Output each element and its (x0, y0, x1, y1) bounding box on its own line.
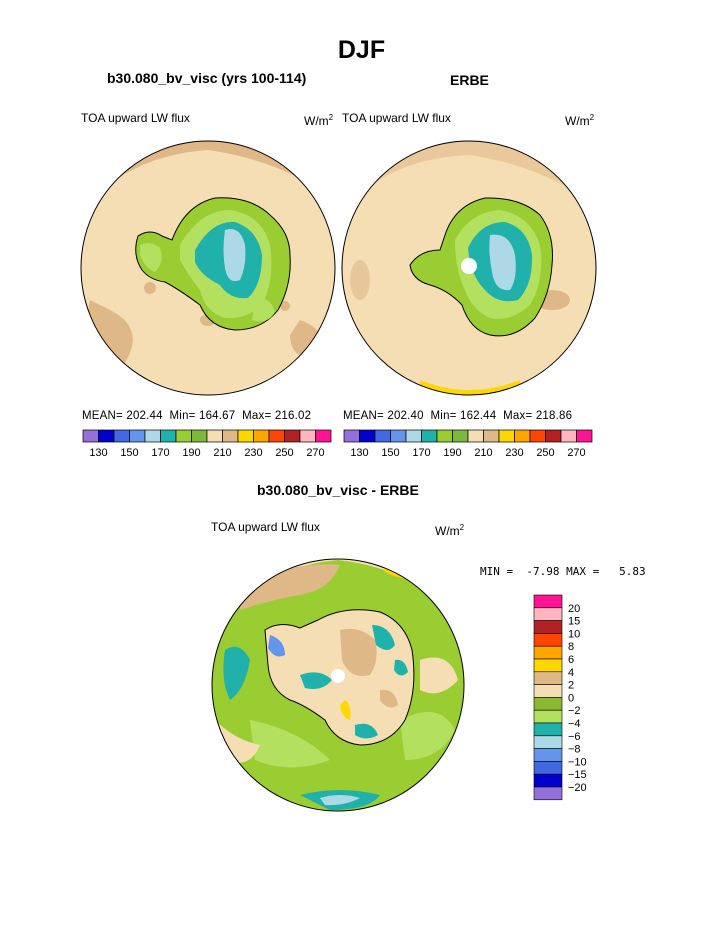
colorbar-swatch (533, 658, 563, 673)
colorbar-swatch (533, 645, 563, 660)
left-units-label: W/m2 (304, 113, 334, 128)
colorbar-swatch (374, 429, 391, 443)
colorbar-tick-label: 2 (568, 680, 574, 692)
colorbar-swatch (144, 429, 161, 443)
right-stats: MEAN= 202.40 Min= 162.44 Max= 218.86 (343, 410, 573, 422)
colorbar-swatch (421, 429, 438, 443)
colorbar-tick-label: 190 (182, 447, 200, 459)
colorbar-swatch (284, 429, 301, 443)
colorbar-tick-label: 170 (412, 447, 430, 459)
erbe-polar-map (341, 140, 597, 396)
colorbar-swatch (436, 429, 453, 443)
model-polar-map (80, 140, 336, 396)
colorbar-swatch (533, 786, 563, 801)
left-stats: MEAN= 202.44 Min= 164.67 Max= 216.02 (82, 410, 312, 422)
colorbar-swatch (268, 429, 285, 443)
colorbar-tick-label: −10 (568, 756, 587, 768)
colorbar-tick-label: −20 (568, 782, 587, 794)
colorbar-tick-label: 20 (568, 603, 580, 615)
colorbar-tick-label: 270 (306, 447, 324, 459)
colorbar-tick-label: 150 (120, 447, 138, 459)
colorbar-swatch (533, 761, 563, 775)
colorbar-swatch (533, 607, 563, 621)
right-panel-heading: ERBE (450, 72, 489, 88)
right-colorbar: 130 150 170 190 210 230 250 270 (343, 429, 593, 459)
colorbar-swatch (299, 429, 316, 443)
colorbar-tick-label: 210 (474, 447, 492, 459)
diff-heading: b30.080_bv_visc - ERBE (257, 482, 419, 498)
colorbar-swatch (533, 620, 563, 634)
colorbar-swatch (405, 429, 422, 443)
difference-polar-map (211, 558, 465, 812)
diff-minmax: MIN = -7.98 MAX = 5.83 (480, 565, 646, 578)
colorbar-swatch (533, 594, 563, 609)
colorbar-swatch (498, 429, 515, 443)
diff-units-label: W/m2 (435, 523, 465, 538)
colorbar-swatch (206, 429, 223, 443)
colorbar-tick-label: 250 (275, 447, 293, 459)
left-panel-heading: b30.080_bv_visc (yrs 100-114) (107, 70, 307, 86)
colorbar-tick-label: 230 (244, 447, 262, 459)
colorbar-swatch (343, 429, 360, 443)
colorbar-swatch (222, 429, 239, 443)
colorbar-tick-label: 8 (568, 641, 574, 653)
colorbar-tick-label: 170 (151, 447, 169, 459)
colorbar-tick-label: −15 (568, 769, 587, 781)
diff-field-label: TOA upward LW flux (211, 520, 320, 534)
right-field-label: TOA upward LW flux (342, 111, 451, 125)
colorbar-tick-label: −4 (568, 718, 581, 730)
colorbar-swatch (129, 429, 146, 443)
colorbar-swatch (390, 429, 407, 443)
colorbar-swatch (315, 429, 332, 443)
colorbar-swatch (529, 429, 546, 443)
colorbar-swatch (237, 429, 254, 443)
colorbar-swatch (98, 429, 115, 443)
colorbar-swatch (467, 429, 484, 443)
colorbar-tick-label: 270 (567, 447, 585, 459)
colorbar-tick-label: 10 (568, 628, 580, 640)
colorbar-swatch (191, 429, 208, 443)
colorbar-tick-label: 130 (89, 447, 107, 459)
colorbar-swatch (452, 429, 469, 443)
colorbar-tick-label: 130 (350, 447, 368, 459)
colorbar-swatch (160, 429, 177, 443)
page-title: DJF (337, 36, 386, 64)
left-field-label: TOA upward LW flux (81, 111, 190, 125)
right-units-label: W/m2 (565, 113, 595, 128)
colorbar-swatch (533, 709, 563, 724)
colorbar-swatch (253, 429, 270, 443)
colorbar-tick-label: 0 (568, 692, 574, 704)
colorbar-tick-label: 210 (213, 447, 231, 459)
colorbar-tick-label: 150 (381, 447, 399, 459)
colorbar-swatch (533, 722, 563, 737)
colorbar-swatch (359, 429, 376, 443)
colorbar-tick-label: 6 (568, 654, 574, 666)
colorbar-swatch (533, 697, 563, 711)
colorbar-swatch (545, 429, 562, 443)
colorbar-swatch (533, 671, 563, 685)
colorbar-swatch (533, 748, 563, 762)
colorbar-swatch (82, 429, 99, 443)
colorbar-swatch (533, 735, 563, 749)
colorbar-tick-label: 230 (505, 447, 523, 459)
colorbar-swatch (533, 684, 563, 698)
colorbar-swatch (533, 633, 563, 647)
colorbar-swatch (560, 429, 577, 443)
left-colorbar: 130 150 170 190 210 230 250 270 (82, 429, 332, 459)
colorbar-swatch (175, 429, 192, 443)
colorbar-tick-label: 250 (536, 447, 554, 459)
colorbar-swatch (113, 429, 130, 443)
colorbar-swatch (514, 429, 531, 443)
colorbar-tick-label: 15 (568, 616, 580, 628)
colorbar-tick-label: 4 (568, 667, 574, 679)
colorbar-swatch (533, 773, 563, 788)
colorbar-swatch (576, 429, 593, 443)
colorbar-tick-label: −2 (568, 705, 581, 717)
colorbar-tick-label: 190 (443, 447, 461, 459)
colorbar-tick-label: −6 (568, 731, 581, 743)
colorbar-swatch (483, 429, 500, 443)
colorbar-tick-label: −8 (568, 744, 581, 756)
